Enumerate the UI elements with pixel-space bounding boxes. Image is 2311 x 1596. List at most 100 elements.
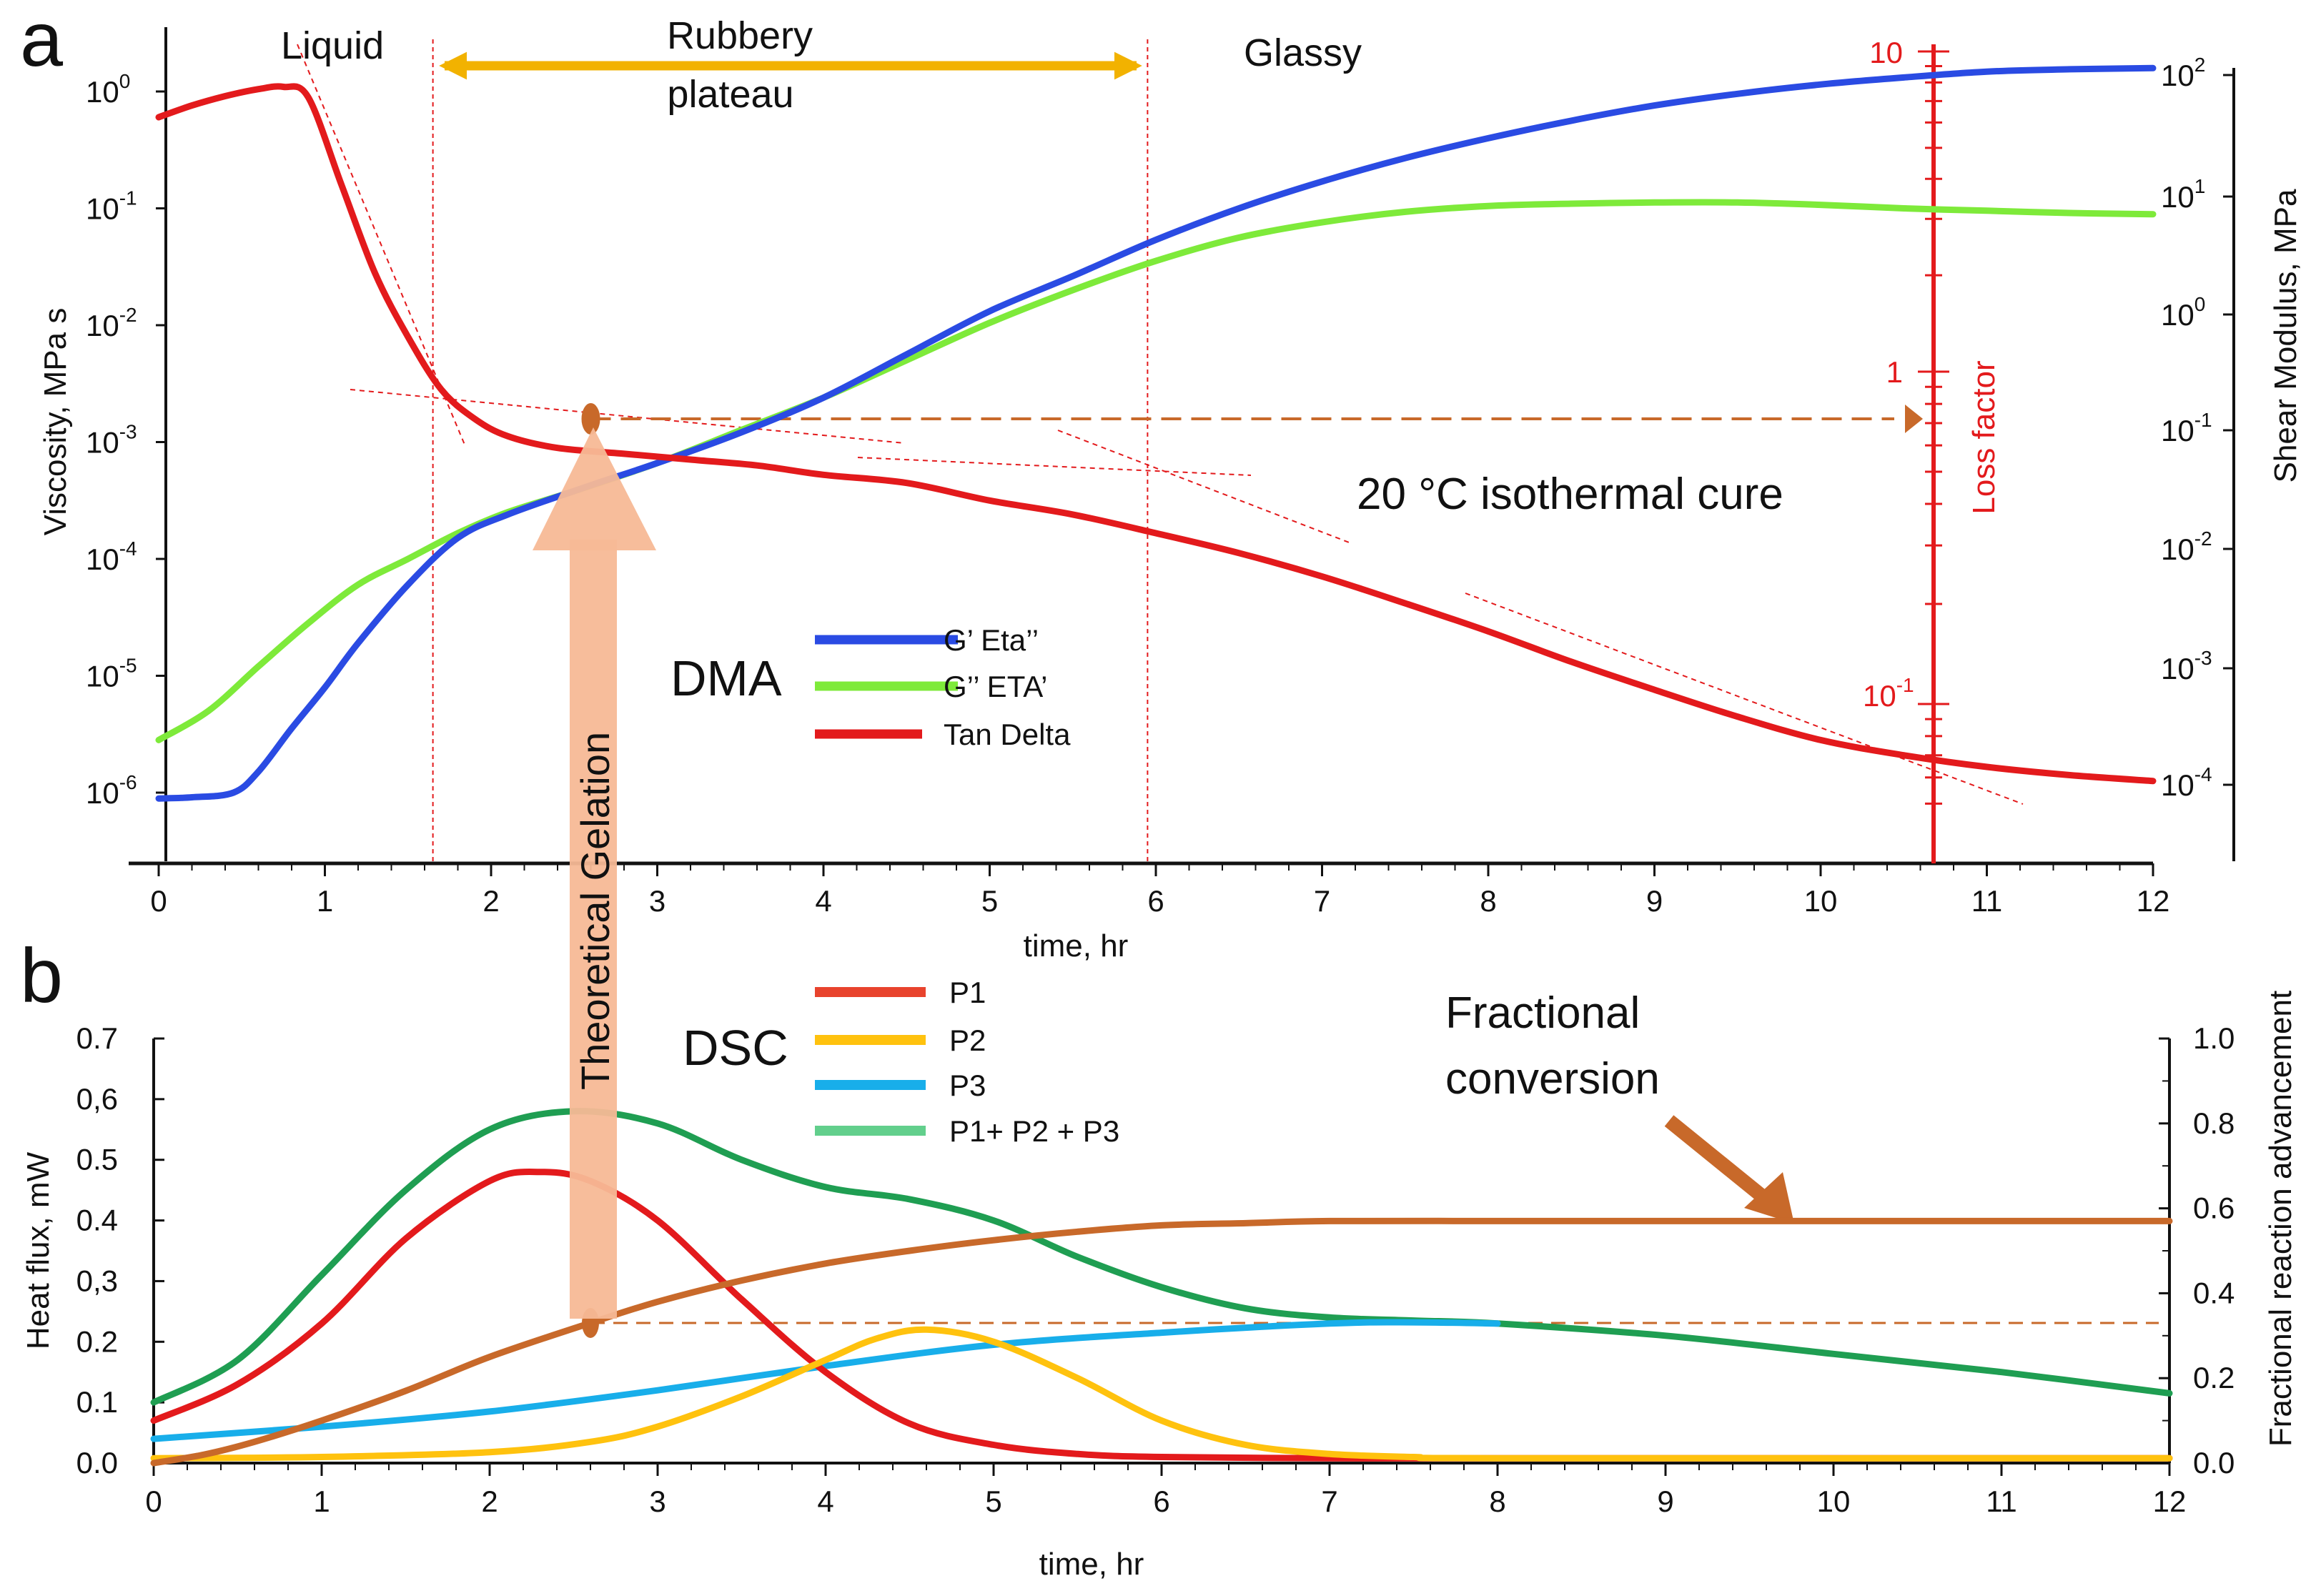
legend-label-p1: P1	[949, 976, 986, 1009]
left-y-tick-label: 10-5	[86, 655, 137, 693]
loss-tick-label-10: 10	[1869, 36, 1903, 69]
legend-item-p2: P2	[815, 1023, 986, 1057]
series-p3-line	[150, 1319, 1501, 1442]
legend-item-p1: P1	[815, 976, 986, 1009]
right-y-tick-label-b: 1.0	[2193, 1021, 2235, 1055]
loss-factor-axis: 10 1 10-1 Loss factor	[1863, 36, 2001, 863]
tangent-line-liquid	[297, 44, 465, 445]
right-y-tick-label: 10-4	[2161, 763, 2212, 802]
left-y-tick-label: 10-2	[86, 304, 137, 342]
x-tick-label-a: 2	[483, 884, 499, 918]
right-y-tick-label: 102	[2161, 54, 2205, 92]
x-tick-label-a: 7	[1314, 884, 1330, 918]
x-axis-label-b: time, hr	[1039, 1547, 1144, 1582]
series-g-double-prime-line	[155, 199, 2157, 743]
legend-label-sum: P1+ P2 + P3	[949, 1114, 1119, 1148]
left-y-axis-label: Viscosity, MPa s	[38, 308, 73, 536]
legend-item-sum: P1+ P2 + P3	[815, 1114, 1119, 1148]
panel-b-letter: b	[20, 932, 63, 1018]
right-y-tick-label-b: 0.0	[2193, 1446, 2235, 1479]
right-y-tick-label: 10-1	[2161, 409, 2212, 447]
x-ticks-b: 0 1 2 3 4 5 6 7 8 9 10 11 12	[145, 1463, 2186, 1518]
legend-label-g-double-prime: G’’ ETA’	[944, 670, 1047, 703]
series-p2-line	[150, 1326, 2173, 1462]
legend-label-tan-delta: Tan Delta	[944, 718, 1071, 751]
y-tick-label-b: 0.1	[76, 1385, 118, 1419]
x-tick-label-a: 10	[1804, 884, 1838, 918]
method-label-dsc: DSC	[683, 1020, 788, 1076]
x-tick-label-b: 9	[1657, 1485, 1673, 1518]
fractional-arrow-shaft	[1664, 1115, 1776, 1209]
legend-item-tan-delta: Tan Delta	[815, 718, 1071, 751]
right-y-tick-labels: 102 101 100 10-1 10-2 10-3 10-4	[2161, 54, 2234, 802]
annotation-fractional: Fractional	[1445, 988, 1640, 1038]
region-label-rubbery: Rubbery	[667, 14, 813, 57]
x-tick-label-a: 0	[150, 884, 167, 918]
x-axis-label-a: time, hr	[1024, 928, 1129, 963]
region-label-plateau: plateau	[667, 73, 793, 116]
x-tick-label-a: 4	[815, 884, 831, 918]
right-y-tick-label: 10-3	[2161, 647, 2212, 685]
x-tick-label-a: 11	[1971, 884, 2003, 918]
heat-flux-axis-label: Heat flux, mW	[21, 1151, 56, 1349]
gelation-arrow-shaft	[570, 540, 617, 1319]
left-y-tick-label: 10-4	[86, 537, 137, 576]
y-tick-label-b: 0.7	[76, 1021, 118, 1055]
region-label-liquid: Liquid	[281, 24, 384, 67]
legend-label-p2: P2	[949, 1023, 986, 1057]
tangent-line-tail	[1465, 593, 2024, 805]
legend-item-p3: P3	[815, 1069, 986, 1102]
right-y-tick-label-b: 0.8	[2193, 1106, 2235, 1140]
panel-b-dsc-chart: b 0 1 2 3 4 5 6 7 8 9 10 11 12 0.00.10.20,30.40.50,6…	[20, 932, 2298, 1582]
right-y-ticks-b: 0.0 0.2 0.4 0.6 0.8 1.0	[2159, 1021, 2235, 1479]
x-tick-label-b: 2	[481, 1485, 498, 1518]
x-tick-label-b: 6	[1153, 1485, 1169, 1518]
dma-curves	[155, 64, 2157, 802]
y-tick-label-b: 0.5	[76, 1143, 118, 1176]
tangent-construction-lines	[297, 44, 2024, 805]
x-tick-label-b: 7	[1321, 1485, 1337, 1518]
right-y-tick-label: 100	[2161, 293, 2205, 332]
loss-factor-minor-ticks	[1918, 50, 1949, 805]
x-tick-label-b: 11	[1986, 1485, 2017, 1518]
right-y-tick-label: 10-2	[2161, 527, 2212, 566]
gelation-marker-a	[581, 403, 600, 435]
left-y-tick-label: 100	[86, 70, 130, 109]
region-boundary-lines	[432, 39, 1149, 863]
x-tick-label-b: 3	[649, 1485, 665, 1518]
right-y-tick-label-b: 0.6	[2193, 1191, 2235, 1225]
legend-label-g-prime: G’ Eta’’	[944, 623, 1039, 657]
gelation-arrowhead-a	[1905, 405, 1923, 433]
x-tick-label-a: 3	[649, 884, 665, 918]
dsc-curves	[150, 1108, 2173, 1467]
x-tick-label-a: 8	[1480, 884, 1496, 918]
panel-a-dma-chart: a 0 1 2 3 4 5 6 7 8 9 10 11 12 10010-110-210-310-410…	[20, 0, 2303, 963]
x-ticks-a: 0 1 2 3 4 5 6 7 8 9 10 11 12	[150, 863, 2169, 918]
legend-item-g-prime: G’ Eta’’	[815, 623, 1039, 657]
right-y-tick-label: 101	[2161, 175, 2205, 214]
left-y-tick-label: 10-3	[86, 421, 137, 460]
right-y-tick-label-b: 0.4	[2193, 1276, 2235, 1309]
annotation-conversion: conversion	[1445, 1054, 1660, 1104]
theoretical-gelation-arrow: Theoretical Gelation	[533, 427, 656, 1319]
legend-a: G’ Eta’’ G’’ ETA’ Tan Delta	[815, 623, 1071, 751]
legend-label-p3: P3	[949, 1069, 986, 1102]
right-y-axis-label: Shear Modulus, MPa	[2268, 189, 2303, 482]
x-tick-label-b: 4	[817, 1485, 833, 1518]
x-tick-label-b: 12	[2153, 1485, 2187, 1518]
gelation-label: Theoretical Gelation	[573, 732, 618, 1090]
legend-item-g-double-prime: G’’ ETA’	[815, 670, 1047, 703]
y-ticks-b: 0.0 0.1 0.2 0,3 0.4 0.5 0,6 0.7	[76, 1021, 164, 1479]
x-tick-label-a: 12	[2137, 884, 2170, 918]
tangent-line-transition	[1057, 430, 1352, 544]
method-label-dma: DMA	[670, 650, 782, 706]
series-fractional-conversion-line	[150, 1217, 2173, 1467]
loss-tick-label-0.1: 10-1	[1863, 674, 1914, 713]
x-tick-label-b: 10	[1817, 1485, 1851, 1518]
x-tick-label-b: 5	[985, 1485, 1001, 1518]
x-tick-label-b: 8	[1489, 1485, 1505, 1518]
region-label-glassy: Glassy	[1244, 31, 1362, 74]
x-tick-label-a: 1	[317, 884, 333, 918]
left-y-tick-label: 10-1	[86, 187, 137, 226]
